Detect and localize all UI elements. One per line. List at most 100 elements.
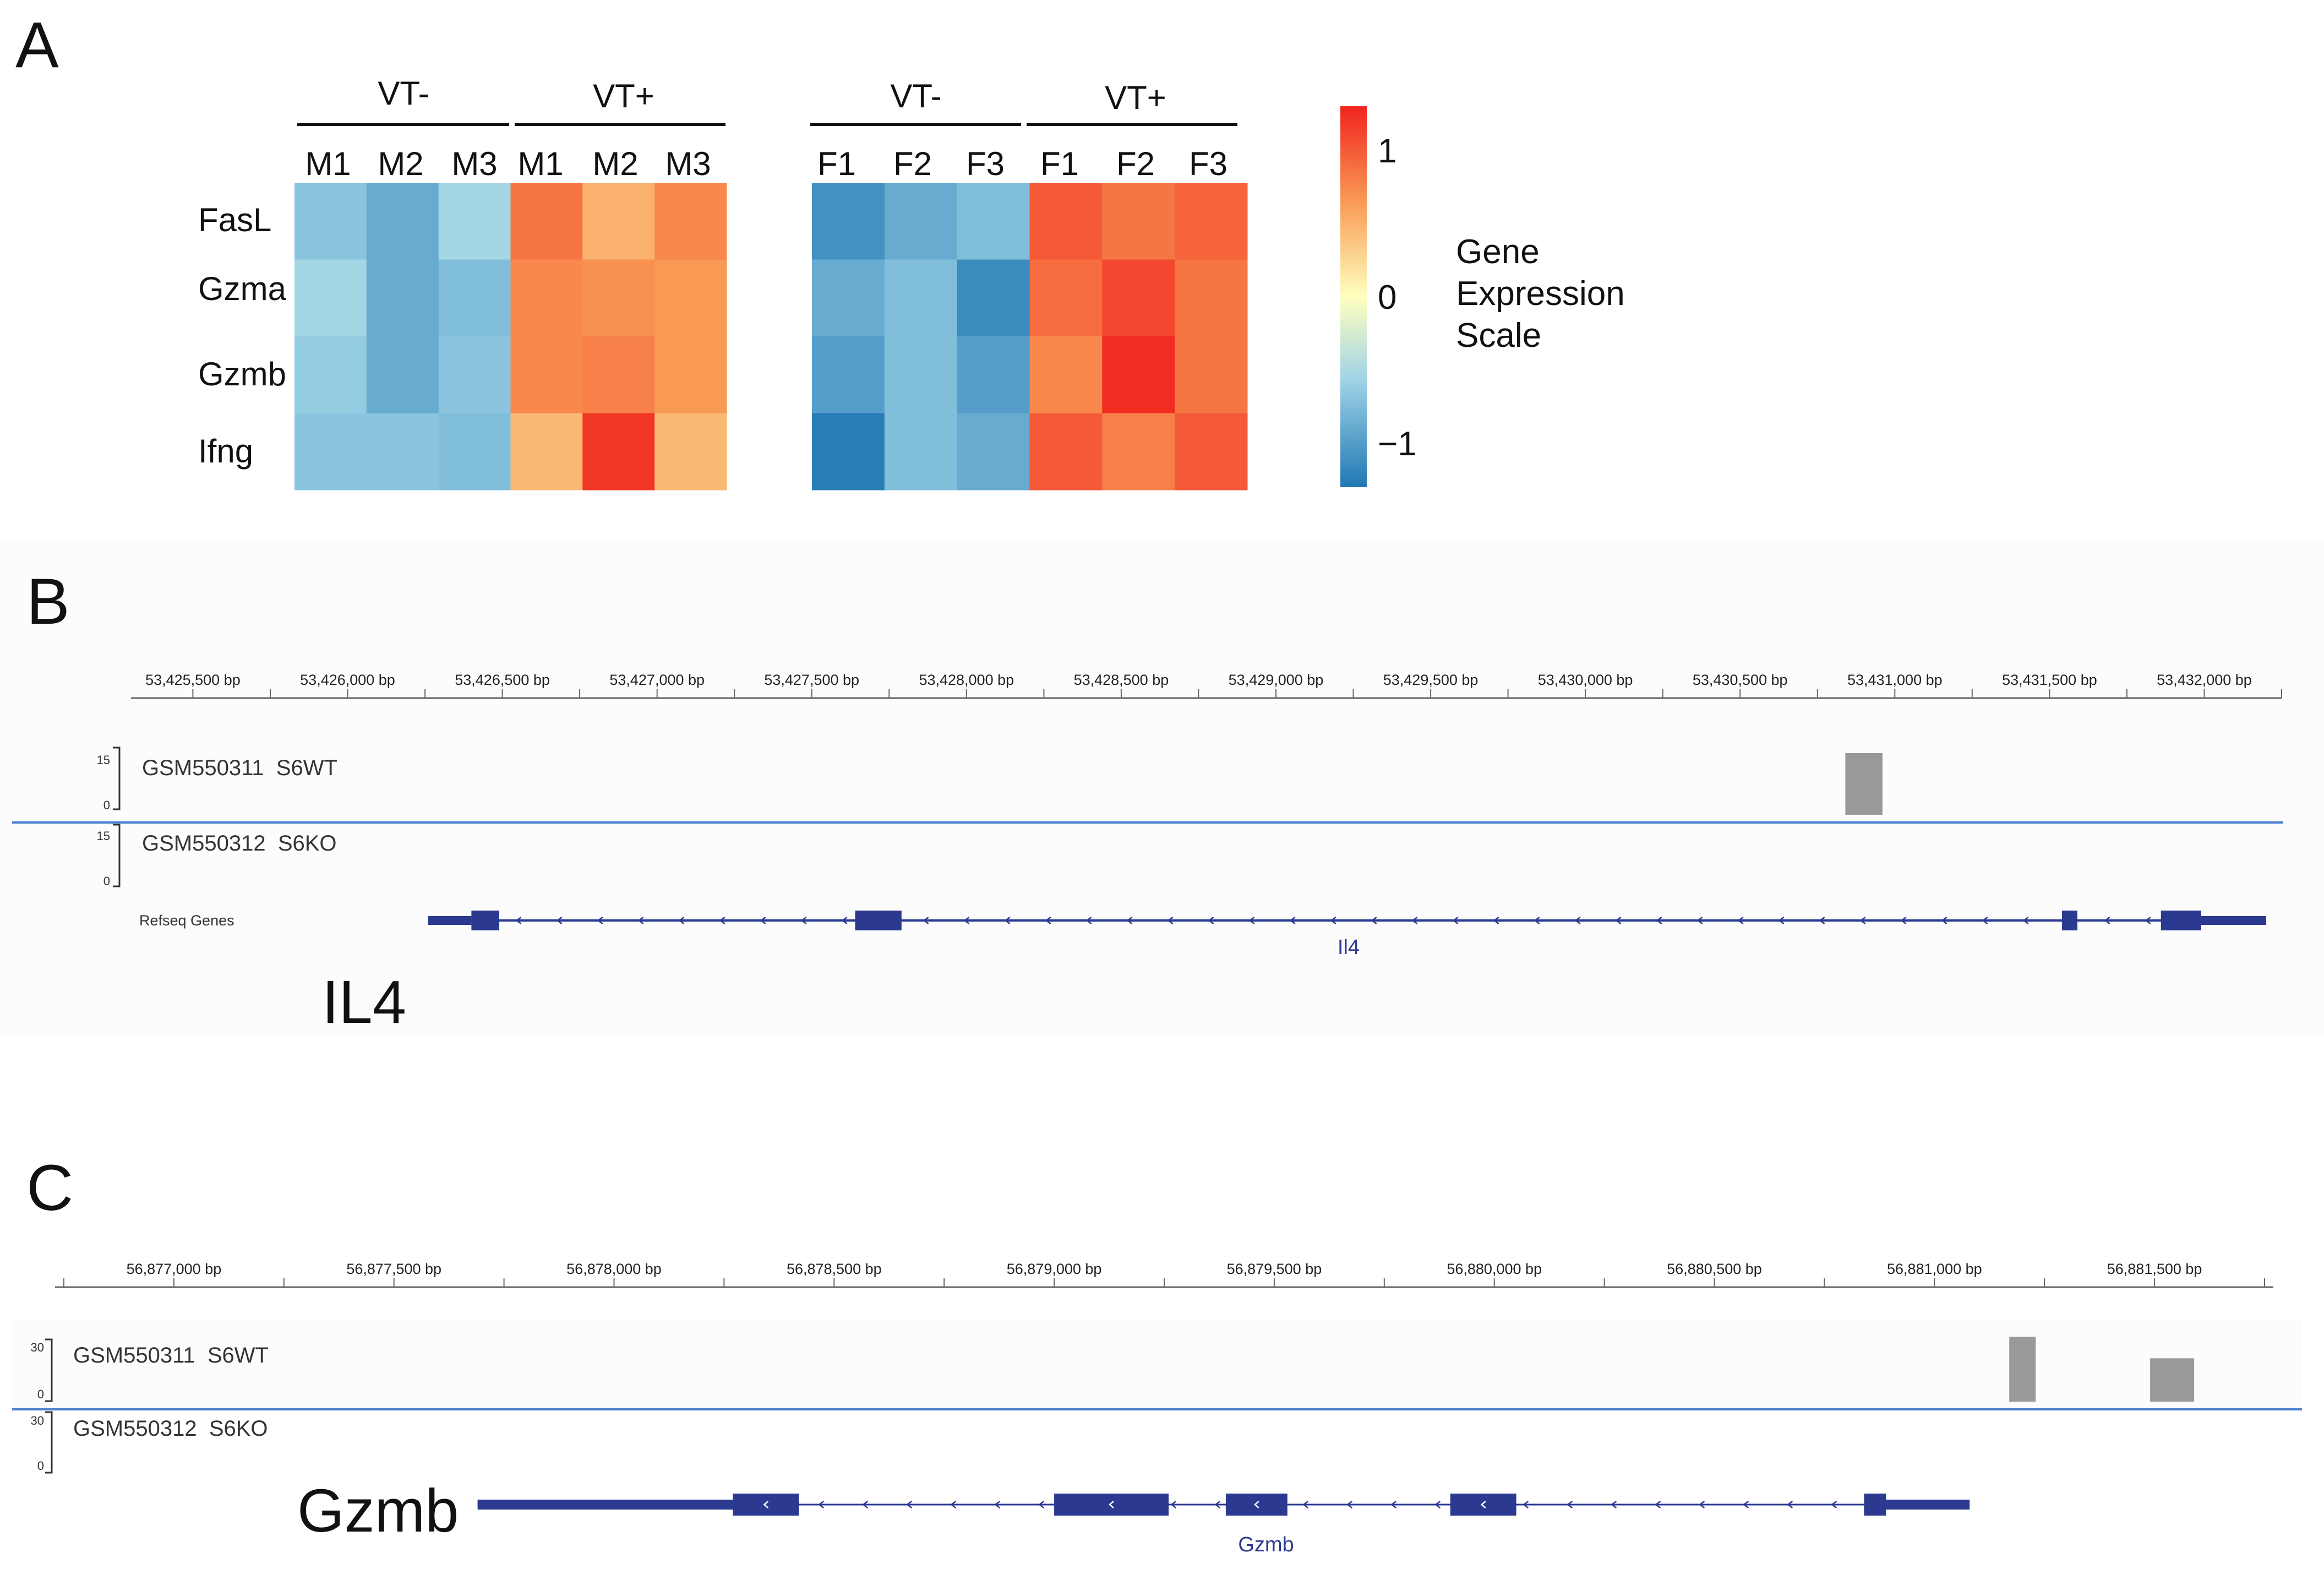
exon-block (2161, 911, 2201, 930)
heatmap-cell (884, 336, 958, 413)
track-range-bracket (113, 824, 121, 887)
heatmap-cell (1029, 259, 1103, 337)
track-range-min: 0 (37, 1459, 44, 1473)
panel-b-background (0, 542, 2324, 1038)
strand-arrow (1390, 1501, 1397, 1508)
strand-arrow (515, 917, 522, 924)
strand-arrow (1452, 917, 1459, 924)
ruler-label: 53,431,500 bp (2002, 672, 2097, 688)
heatmap-cell (294, 183, 367, 260)
heatmap-cell (582, 336, 655, 413)
heatmap-cell (654, 336, 727, 413)
strand-arrow (1004, 917, 1011, 924)
heatmap-cell (884, 259, 958, 337)
heatmap-cell (1102, 336, 1175, 413)
ruler-b: 53,425,500 bp 53,426,000 bp 53,426,500 bp 5… (131, 672, 2282, 699)
track-range-min: 0 (37, 1387, 44, 1401)
strand-arrow (2104, 917, 2110, 924)
strand-arrow (1302, 1501, 1309, 1508)
ruler-label: 56,880,500 bp (1667, 1261, 1762, 1277)
heatmap-cell (510, 183, 583, 260)
heatmap-cell (957, 183, 1030, 260)
ruler-label: 53,426,000 bp (300, 672, 395, 688)
strand-arrow (1109, 1501, 1114, 1508)
strand-arrow (1574, 917, 1581, 924)
track-range-bracket (45, 1338, 53, 1402)
colorbar-title-line: Gene (1456, 233, 1540, 271)
strand-arrow (1248, 917, 1255, 924)
strand-arrow (1567, 1501, 1573, 1508)
heatmap-cell (1029, 336, 1103, 413)
strand-arrow (1346, 1501, 1353, 1508)
strand-arrow (2145, 917, 2151, 924)
heatmap-cell (1175, 413, 1248, 491)
strand-arrow (1611, 1501, 1617, 1508)
track-range-max: 30 (31, 1341, 44, 1354)
gene-row-label: FasL (198, 201, 271, 238)
heatmap-cell (957, 413, 1030, 491)
strand-arrow (678, 917, 685, 924)
strand-arrow (1434, 1501, 1441, 1508)
sample-label: F3 (1189, 145, 1228, 182)
sample-label: M3 (451, 145, 497, 182)
strand-arrow (1737, 917, 1744, 924)
ruler-label: 56,879,500 bp (1227, 1261, 1322, 1277)
strand-arrow (862, 1501, 869, 1508)
coverage-bar (1845, 753, 1883, 815)
strand-arrow (1982, 917, 1988, 924)
coverage-bars-s6wt (1845, 753, 1883, 815)
sample-label: F1 (817, 145, 856, 182)
strand-arrow (1085, 917, 1092, 924)
panel-a-heatmap: A VT- VT+ VT- VT+ M1 M2 M3 M1 M2 M3 F1 F… (15, 9, 1625, 491)
track-name: GSM550312 S6KO (142, 831, 337, 856)
sample-label: F2 (893, 145, 932, 182)
ruler-label: 56,881,500 bp (2107, 1261, 2202, 1277)
strand-arrow (1126, 917, 1133, 924)
strand-arrow (1699, 1501, 1705, 1508)
track-range-max: 30 (31, 1414, 44, 1428)
track-range-bracket (45, 1411, 53, 1474)
strand-arrow (1411, 917, 1418, 924)
coverage-bars-s6wt (2009, 1337, 2195, 1402)
refseq-track-label: Refseq Genes (139, 912, 234, 929)
strand-arrow (1126, 1501, 1133, 1508)
strand-arrow (719, 917, 725, 924)
ruler-label: 56,881,000 bp (1887, 1261, 1982, 1277)
strand-arrow (1082, 1501, 1089, 1508)
heatmap-cell (957, 336, 1030, 413)
ruler-label: 53,427,000 bp (609, 672, 705, 688)
strand-arrow (2185, 917, 2192, 924)
gene-model-gzmb (477, 1494, 1970, 1516)
heatmap-cell (294, 259, 367, 337)
heatmap-cell (438, 259, 511, 337)
heatmap-cell (582, 183, 655, 260)
heatmap-cell (812, 336, 885, 413)
heatmap-cell (957, 259, 1030, 337)
strand-arrow (1831, 1501, 1837, 1508)
strand-arrow (1480, 1501, 1486, 1508)
sample-label: M2 (378, 145, 423, 182)
gene-row-label: Gzma (198, 270, 287, 307)
ruler-label: 53,429,000 bp (1229, 672, 1324, 688)
gene-caption: IL4 (322, 968, 406, 1036)
sample-headers: M1 M2 M3 M1 M2 M3 F1 F2 F3 F1 F2 F3 (305, 145, 1228, 182)
ruler-label: 53,431,000 bp (1847, 672, 1943, 688)
ruler-label: 53,425,500 bp (145, 672, 241, 688)
strand-arrow (1900, 917, 1907, 924)
panel-b-genome-browser: B 53,425,500 bp 53,426,000 bp 53,426,500 b… (12, 565, 2283, 1036)
heatmap-cell (812, 183, 885, 260)
track-area-background (12, 1320, 2302, 1408)
ruler-label: 53,428,000 bp (919, 672, 1014, 688)
heatmap-cell (1175, 183, 1248, 260)
utr-block (2201, 916, 2266, 925)
exon-block (1054, 1494, 1169, 1516)
strand-arrow (1787, 1501, 1793, 1508)
exon-block (855, 911, 902, 930)
track-range-max: 15 (97, 753, 110, 767)
ruler-label: 53,429,500 bp (1383, 672, 1479, 688)
ruler-label: 56,877,000 bp (127, 1261, 222, 1277)
sample-label: M1 (517, 145, 563, 182)
heatmap-female (812, 183, 1248, 491)
heatmap-cell (510, 413, 583, 491)
group-label: VT- (890, 78, 941, 115)
